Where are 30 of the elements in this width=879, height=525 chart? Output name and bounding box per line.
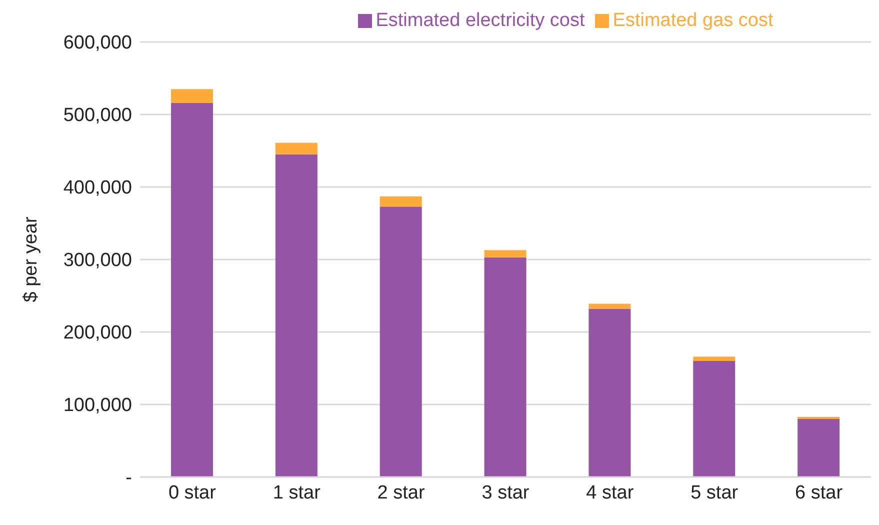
x-tick-label: 3 star: [482, 482, 530, 504]
bar: [484, 250, 526, 258]
legend-label: Estimated gas cost: [612, 10, 774, 31]
bar: [484, 257, 526, 477]
y-tick-label: 200,000: [63, 322, 132, 344]
bar: [275, 154, 318, 477]
x-tick-label: 6 star: [795, 482, 844, 504]
bar: [588, 304, 631, 309]
y-tick-label: -: [126, 468, 132, 489]
legend-label: Estimated electricity cost: [376, 10, 585, 31]
y-tick-label: 100,000: [63, 395, 132, 416]
bar: [275, 142, 318, 154]
bar: [798, 419, 840, 477]
bar: [380, 196, 422, 207]
y-tick-label: 600,000: [63, 32, 132, 54]
bar: [171, 102, 213, 477]
bar: [588, 308, 631, 477]
bar: [693, 356, 736, 361]
x-tick-label: 0 star: [168, 482, 217, 504]
x-tick-label: 4 star: [586, 482, 634, 504]
y-axis-title: $ per year: [20, 216, 42, 302]
y-tick-label: 500,000: [63, 105, 132, 126]
y-tick-label: 300,000: [63, 250, 132, 272]
bar: [171, 89, 213, 103]
bar: [380, 206, 422, 477]
y-tick-label: 400,000: [63, 178, 132, 199]
x-tick-label: 2 star: [377, 482, 426, 504]
x-tick-label: 5 star: [690, 482, 739, 504]
bar: [693, 361, 736, 477]
x-tick-label: 1 star: [272, 482, 322, 504]
